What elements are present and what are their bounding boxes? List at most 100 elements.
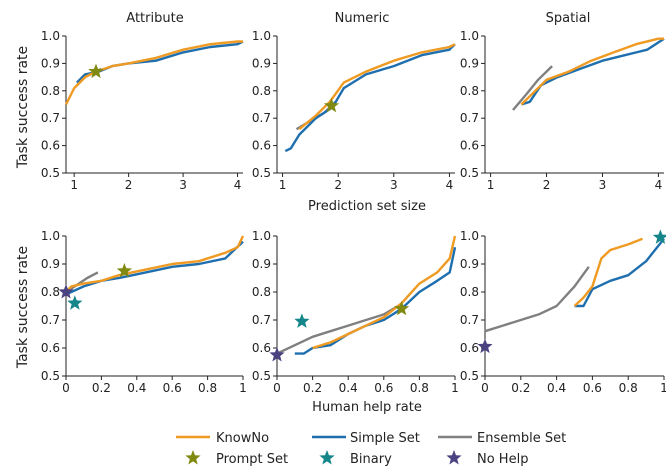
series-line-simple-set [76,40,244,84]
x-tick-label: 0.4 [127,381,146,395]
y-tick-label: 1.0 [460,229,479,243]
x-tick-label: 0.8 [198,381,217,395]
series-line-simple-set [294,246,457,355]
x-tick-label: 1 [660,381,666,395]
y-tick-label: 0.6 [460,139,479,153]
x-tick-label: 1 [239,381,247,395]
marker-binary [67,295,83,310]
panel-3: 0.5 0.6 0.7 0.8 0.9 1.0 1 2 3 4 [460,29,665,192]
legend-swatch-binary [319,450,335,465]
marker-prompt-set [394,300,410,316]
series-line-knowno [573,237,643,307]
x-tick-label: 0.8 [619,381,638,395]
column-title-attribute: Attribute [126,11,183,26]
y-tick-label: 0.9 [252,56,271,70]
x-tick-label: 3 [390,178,398,192]
y-tick-label: 0.8 [41,285,60,299]
x-tick-label: 0.6 [583,381,602,395]
y-tick-label: 0.5 [252,369,271,383]
x-tick-label: 0 [62,381,70,395]
y-tick-label: 0.7 [460,111,479,125]
y-tick-label: 1.0 [252,229,271,243]
legend-label-ensemble-set: Ensemble Set [477,431,566,446]
x-tick-label: 3 [179,178,187,192]
series-line-ensemble-set [65,271,99,294]
y-tick-label: 0.6 [41,139,60,153]
y-tick-label: 0.5 [460,369,479,383]
series-line-knowno [298,43,456,131]
y-tick-label: 0.8 [41,84,60,98]
y-tick-label: 1.0 [41,29,60,43]
x-tick-label: 1 [70,178,78,192]
x-tick-label: 2 [125,178,133,192]
legend-label-knowno: KnowNo [216,431,269,446]
x-tick-label: 0.6 [374,381,393,395]
y-tick-label: 0.6 [460,341,479,355]
x-tick-label: 0.2 [511,381,530,395]
marker-binary [294,313,310,328]
x-tick-label: 4 [446,178,454,192]
x-tick-label: 0.4 [547,381,566,395]
y-tick-label: 0.5 [41,369,60,383]
y-tick-label: 0.5 [41,166,60,180]
y-tick-label: 0.9 [460,56,479,70]
marker-prompt-set [323,97,340,113]
y-tick-label: 0.7 [252,313,271,327]
legend-label-no-help: No Help [477,452,528,467]
series-line-simple-set [521,37,665,106]
x-tick-label: 0.4 [339,381,358,395]
x-tick-label: 4 [655,178,663,192]
marker-no-help [58,284,74,299]
marker-prompt-set [88,63,104,79]
y-tick-label: 1.0 [460,29,479,43]
series-line-knowno [65,235,245,293]
y-tick-label: 0.9 [41,257,60,271]
y-tick-label: 0.7 [252,111,271,125]
x-tick-label: 1 [487,178,495,192]
x-tick-label: 2 [543,178,551,192]
y-tick-label: 0.9 [252,257,271,271]
series-line-ensemble-set [276,304,399,355]
marker-prompt-set [116,263,132,278]
row1-xlabel: Prediction set size [308,199,426,214]
panel-4: 0.5 0.6 0.7 0.8 0.9 1.0 0 0.2 0.4 0.6 0.8 1 [41,229,247,395]
y-tick-label: 0.8 [252,285,271,299]
legend-label-binary: Binary [350,452,392,467]
row1-ylabel: Task success rate [15,46,31,169]
x-tick-label: 0 [273,381,281,395]
y-tick-label: 0.9 [41,56,60,70]
row2-ylabel: Task success rate [15,246,31,369]
y-tick-label: 0.6 [41,341,60,355]
y-tick-label: 0.6 [252,139,271,153]
series-line-simple-set [65,240,244,296]
marker-no-help [269,347,285,362]
x-tick-label: 0.2 [303,381,322,395]
series-line-knowno [520,37,664,106]
marker-no-help [477,338,493,354]
series-line-ensemble-set [484,266,590,333]
legend-label-prompt-set: Prompt Set [216,452,288,467]
legend-label-simple-set: Simple Set [350,431,420,446]
legend-swatch-prompt-set [185,450,201,465]
panel-6: 0.5 0.6 0.7 0.8 0.9 1.0 0 0.2 0.4 0.6 0.8 1 [460,229,666,395]
y-tick-label: 0.7 [41,111,60,125]
series-line-knowno [64,40,243,106]
x-tick-label: 0 [481,381,489,395]
legend-swatch-no-help [446,450,462,465]
marker-binary [652,229,666,244]
y-tick-label: 0.6 [252,341,271,355]
x-tick-label: 2 [334,178,342,192]
column-title-spatial: Spatial [546,11,591,26]
panel-5: 0.5 0.6 0.7 0.8 0.9 1.0 0 0.2 0.4 0.6 0.8 1 [252,229,459,395]
y-tick-label: 0.5 [460,166,479,180]
y-tick-label: 0.7 [41,313,60,327]
x-tick-label: 3 [599,178,607,192]
x-tick-label: 1 [279,178,287,192]
y-tick-label: 1.0 [252,29,271,43]
y-tick-label: 0.8 [252,84,271,98]
x-tick-label: 0.8 [410,381,429,395]
y-tick-label: 0.9 [460,257,479,271]
series-line-knowno [312,235,457,350]
x-tick-label: 0.2 [92,381,111,395]
